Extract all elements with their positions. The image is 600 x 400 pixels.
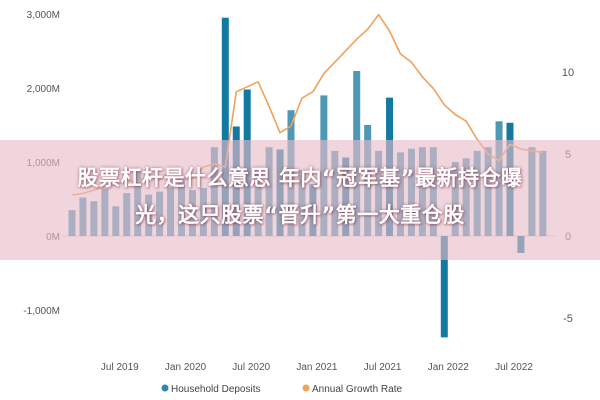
banner-line-1: 股票杠杆是什么意思 年内“冠军基”最新持仓曝 (77, 166, 523, 190)
x-tick-label: Jul 2021 (364, 362, 402, 373)
y-right-tick-label: -5 (563, 313, 573, 325)
legend-label-household-deposits: Household Deposits (171, 384, 261, 395)
title-banner (0, 140, 600, 260)
x-tick-label: Jan 2020 (165, 362, 207, 373)
y-left-tick-label: 3,000M (27, 10, 60, 21)
bar-household-deposits (221, 17, 229, 237)
legend-marker-annual-growth-rate (302, 384, 310, 392)
x-tick-label: Jan 2022 (428, 362, 470, 373)
x-tick-label: Jan 2021 (296, 362, 338, 373)
legend-label-annual-growth-rate: Annual Growth Rate (312, 384, 402, 395)
bar-household-deposits (440, 236, 448, 338)
y-left-tick-label: -1,000M (23, 306, 60, 317)
x-tick-label: Jul 2019 (101, 362, 139, 373)
y-left-tick-label: 2,000M (27, 84, 60, 95)
x-tick-label: Jul 2022 (495, 362, 533, 373)
y-right-tick-label: 10 (562, 67, 574, 79)
banner-line-2: 光，这只股票“晋升”第一大重仓股 (135, 203, 465, 227)
x-tick-label: Jul 2020 (232, 362, 270, 373)
legend-marker-household-deposits (161, 384, 169, 392)
banner-headline: 股票杠杆是什么意思 年内“冠军基”最新持仓曝 光，这只股票“晋升”第一大重仓股 (10, 160, 590, 234)
